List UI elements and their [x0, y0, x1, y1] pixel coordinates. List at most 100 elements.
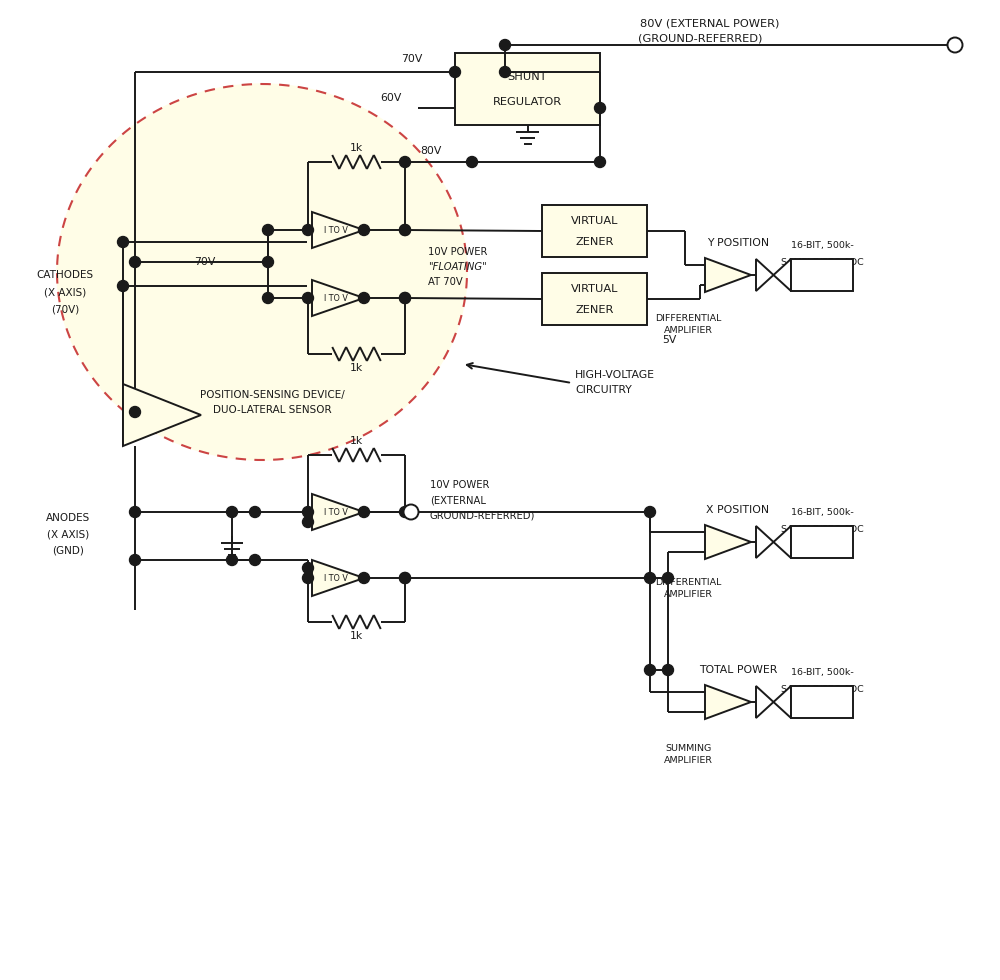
- Text: I TO V: I TO V: [324, 293, 348, 303]
- Polygon shape: [774, 526, 791, 558]
- Text: CATHODES: CATHODES: [36, 270, 94, 280]
- Polygon shape: [705, 685, 751, 719]
- Circle shape: [644, 572, 656, 583]
- Text: CIRCUITRY: CIRCUITRY: [575, 385, 632, 395]
- Text: I TO V: I TO V: [324, 225, 348, 234]
- Circle shape: [644, 664, 656, 675]
- Polygon shape: [312, 280, 364, 316]
- Circle shape: [594, 157, 606, 168]
- Polygon shape: [774, 686, 791, 718]
- Text: 80V: 80V: [421, 146, 442, 156]
- Circle shape: [118, 236, 128, 248]
- Polygon shape: [774, 259, 791, 291]
- Circle shape: [662, 664, 674, 675]
- Text: 70V: 70V: [401, 54, 422, 64]
- Circle shape: [130, 555, 140, 565]
- Circle shape: [466, 157, 478, 168]
- Circle shape: [262, 292, 274, 304]
- Polygon shape: [312, 212, 364, 248]
- Polygon shape: [705, 258, 751, 292]
- Text: VIRTUAL: VIRTUAL: [571, 284, 618, 294]
- Text: 16-BIT, 500k-: 16-BIT, 500k-: [791, 240, 853, 250]
- Text: (EXTERNAL: (EXTERNAL: [430, 495, 486, 505]
- Text: AMPLIFIER: AMPLIFIER: [664, 325, 712, 334]
- Circle shape: [302, 563, 314, 573]
- Text: SAMPLE/SEC ADC: SAMPLE/SEC ADC: [781, 258, 863, 267]
- Polygon shape: [123, 384, 201, 446]
- Text: 60V: 60V: [381, 93, 402, 103]
- Circle shape: [118, 280, 128, 291]
- Circle shape: [358, 572, 370, 583]
- Text: Y POSITION: Y POSITION: [707, 238, 769, 248]
- Polygon shape: [57, 84, 467, 460]
- Text: TOTAL POWER: TOTAL POWER: [699, 665, 777, 675]
- Circle shape: [500, 39, 511, 51]
- Text: AMPLIFIER: AMPLIFIER: [664, 590, 712, 599]
- Text: ZENER: ZENER: [575, 305, 614, 315]
- Circle shape: [130, 507, 140, 517]
- Text: ZENER: ZENER: [575, 237, 614, 247]
- Circle shape: [948, 37, 963, 53]
- Circle shape: [500, 67, 511, 77]
- Text: POSITION-SENSING DEVICE/: POSITION-SENSING DEVICE/: [200, 390, 344, 400]
- Text: "FLOATING": "FLOATING": [428, 262, 487, 272]
- Circle shape: [358, 224, 370, 235]
- Circle shape: [302, 224, 314, 235]
- Text: (GND): (GND): [52, 545, 84, 555]
- Text: SHUNT: SHUNT: [508, 72, 547, 82]
- Text: (GROUND-REFERRED): (GROUND-REFERRED): [638, 33, 762, 43]
- Circle shape: [249, 507, 260, 517]
- Circle shape: [302, 507, 314, 517]
- Circle shape: [358, 507, 370, 517]
- Text: SAMPLE/SEC ADC: SAMPLE/SEC ADC: [781, 524, 863, 533]
- Circle shape: [400, 572, 411, 583]
- Circle shape: [400, 224, 411, 235]
- Text: 80V (EXTERNAL POWER): 80V (EXTERNAL POWER): [640, 18, 780, 28]
- Circle shape: [400, 157, 411, 168]
- Text: 5V: 5V: [662, 335, 676, 345]
- Text: DUO-LATERAL SENSOR: DUO-LATERAL SENSOR: [213, 405, 331, 415]
- FancyBboxPatch shape: [542, 273, 647, 325]
- Circle shape: [302, 516, 314, 527]
- Text: DIFFERENTIAL: DIFFERENTIAL: [655, 577, 721, 586]
- Text: ANODES: ANODES: [46, 513, 90, 523]
- Text: 1k: 1k: [350, 631, 363, 641]
- Polygon shape: [756, 686, 774, 718]
- Text: 10V POWER: 10V POWER: [430, 480, 489, 490]
- Circle shape: [249, 555, 260, 565]
- Text: AMPLIFIER: AMPLIFIER: [664, 756, 712, 764]
- Text: AT 70V: AT 70V: [428, 277, 463, 287]
- Text: (X AXIS): (X AXIS): [44, 287, 86, 297]
- Text: 1k: 1k: [350, 436, 363, 446]
- Text: 10V POWER: 10V POWER: [428, 247, 487, 257]
- Circle shape: [130, 257, 140, 268]
- Circle shape: [403, 505, 418, 519]
- Circle shape: [130, 407, 140, 417]
- Circle shape: [400, 572, 411, 583]
- Text: SAMPLE/SEC ADC: SAMPLE/SEC ADC: [781, 684, 863, 694]
- Circle shape: [400, 507, 411, 517]
- Circle shape: [262, 224, 274, 235]
- Polygon shape: [312, 560, 364, 596]
- Text: 16-BIT, 500k-: 16-BIT, 500k-: [791, 508, 853, 516]
- Circle shape: [594, 103, 606, 114]
- Circle shape: [400, 292, 411, 304]
- FancyBboxPatch shape: [791, 686, 853, 718]
- Polygon shape: [756, 259, 774, 291]
- Text: 16-BIT, 500k-: 16-BIT, 500k-: [791, 667, 853, 676]
- Circle shape: [358, 292, 370, 304]
- Circle shape: [302, 572, 314, 583]
- Text: X POSITION: X POSITION: [706, 505, 770, 515]
- Circle shape: [450, 67, 460, 77]
- FancyBboxPatch shape: [542, 205, 647, 257]
- Circle shape: [226, 507, 238, 517]
- Text: I TO V: I TO V: [324, 508, 348, 516]
- Text: I TO V: I TO V: [324, 573, 348, 582]
- Text: REGULATOR: REGULATOR: [493, 97, 562, 107]
- Text: SUMMING: SUMMING: [665, 744, 711, 753]
- Circle shape: [644, 507, 656, 517]
- FancyBboxPatch shape: [791, 526, 853, 558]
- Circle shape: [400, 224, 411, 235]
- Polygon shape: [312, 494, 364, 530]
- Text: (70V): (70V): [51, 304, 79, 314]
